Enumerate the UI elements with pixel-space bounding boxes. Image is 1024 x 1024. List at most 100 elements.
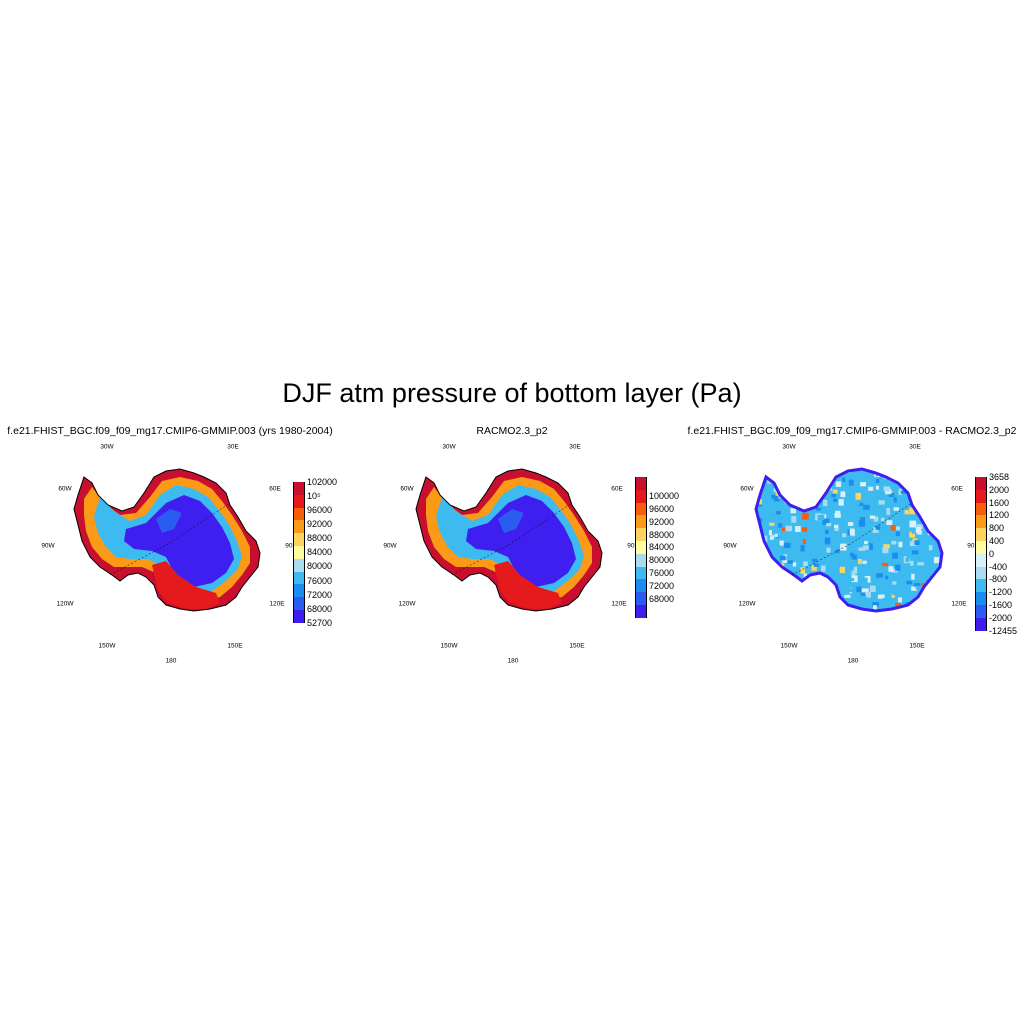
- difference-cell: [769, 536, 774, 540]
- difference-cell: [830, 464, 834, 467]
- difference-cell: [830, 595, 837, 601]
- graticule-label-90e: 90E: [967, 542, 979, 550]
- colorbar-swatch: [975, 515, 987, 529]
- difference-cell: [912, 473, 918, 478]
- difference-cell: [861, 577, 868, 584]
- difference-cell: [909, 520, 917, 528]
- difference-cell: [800, 544, 805, 552]
- difference-cell: [783, 554, 788, 558]
- difference-cell: [831, 493, 836, 498]
- difference-cell: [861, 588, 869, 595]
- difference-cell: [771, 615, 775, 619]
- difference-cell: [907, 610, 911, 611]
- difference-cell: [760, 588, 768, 593]
- difference-cell: [753, 620, 758, 623]
- difference-cell: [776, 570, 783, 575]
- colorbar-tick-label: 52700: [307, 617, 333, 628]
- graticule-label-60e: 60E: [269, 485, 281, 493]
- colorbar-swatch: [975, 553, 987, 567]
- difference-cell: [856, 554, 861, 560]
- colorbar-tick-label: 80000: [649, 555, 675, 566]
- colorbar-swatch: [635, 528, 647, 541]
- difference-cell: [946, 600, 949, 606]
- difference-cell: [913, 494, 919, 501]
- graticule-label-150w: 150W: [98, 642, 116, 650]
- difference-cell: [891, 540, 897, 545]
- graticule-label-150w: 150W: [440, 642, 458, 650]
- difference-cell: [776, 610, 783, 611]
- difference-cell: [900, 490, 907, 494]
- colorbar-tick-label: 76000: [649, 568, 675, 578]
- colorbar-tick-label: 10⁵: [307, 491, 321, 502]
- difference-cell: [756, 510, 763, 516]
- difference-cell: [853, 566, 858, 574]
- difference-cell: [892, 581, 897, 585]
- difference-cell: [928, 545, 933, 551]
- colorbar-tick-label: -800: [989, 574, 1008, 585]
- ross-ice-shelf: [494, 561, 562, 609]
- panel-racmo: RACMO2.3_p2 30W 30E 60W 60E 90W 90E 120W…: [342, 425, 682, 670]
- difference-cell: [785, 525, 793, 532]
- graticule-label-120w: 120W: [56, 600, 74, 608]
- colorbar-swatch: [293, 494, 305, 508]
- difference-cell: [943, 515, 948, 520]
- difference-cell: [949, 544, 952, 548]
- difference-cell: [868, 548, 874, 556]
- graticule-label-180: 180: [847, 657, 859, 665]
- graticule-label-150e: 150E: [569, 642, 585, 650]
- colorbar-swatch: [975, 541, 987, 554]
- graticule-label-150w: 150W: [780, 642, 798, 650]
- difference-cell: [849, 509, 853, 516]
- graticule-label-90w: 90W: [383, 542, 397, 550]
- difference-field: [756, 469, 942, 611]
- colorbar-swatch: [635, 592, 647, 605]
- difference-cell: [781, 527, 786, 532]
- difference-cell: [904, 614, 909, 618]
- difference-cell: [858, 547, 866, 551]
- difference-cell: [882, 547, 889, 554]
- difference-cell: [933, 602, 940, 608]
- difference-cell: [950, 542, 952, 546]
- difference-cell: [869, 585, 876, 592]
- difference-cell: [779, 540, 784, 546]
- difference-cell: [763, 522, 769, 527]
- difference-cell: [797, 614, 801, 619]
- plateau-patch: [156, 509, 182, 533]
- difference-cell: [801, 512, 809, 520]
- difference-cell: [895, 602, 901, 609]
- difference-cell: [791, 516, 797, 523]
- graticule-label-120w: 120W: [738, 600, 756, 608]
- difference-cell: [869, 473, 874, 478]
- difference-cell: [782, 471, 786, 475]
- difference-cell: [821, 577, 825, 581]
- colorbar-tick-label: 800: [989, 523, 1005, 534]
- difference-cell: [886, 520, 893, 526]
- graticule-label-60e: 60E: [951, 485, 963, 493]
- colorbar-tick-label: 1600: [989, 497, 1010, 508]
- difference-cell: [766, 469, 773, 470]
- colorbar-tick-label: 88000: [649, 529, 675, 540]
- difference-cell: [763, 469, 770, 471]
- difference-cell: [838, 499, 844, 506]
- difference-cell: [886, 507, 891, 515]
- difference-cell: [795, 587, 801, 591]
- difference-cell: [757, 559, 763, 564]
- difference-cell: [943, 595, 946, 601]
- difference-cell: [789, 604, 795, 609]
- antarctica-map: [415, 468, 603, 612]
- difference-cell: [923, 592, 928, 596]
- difference-cell: [790, 481, 796, 488]
- colorbar-tick-label: 400: [989, 536, 1005, 546]
- difference-cell: [868, 486, 874, 491]
- difference-cell: [804, 492, 811, 496]
- difference-cell: [913, 485, 917, 489]
- difference-cell: [943, 528, 948, 534]
- difference-cell: [883, 555, 890, 562]
- colorbar-tick-label: 84000: [649, 542, 675, 553]
- difference-cell: [909, 507, 915, 515]
- difference-cell: [778, 469, 785, 472]
- difference-cell: [923, 606, 928, 611]
- difference-cell: [806, 585, 813, 593]
- difference-cell: [832, 489, 838, 494]
- difference-cell: [904, 510, 909, 515]
